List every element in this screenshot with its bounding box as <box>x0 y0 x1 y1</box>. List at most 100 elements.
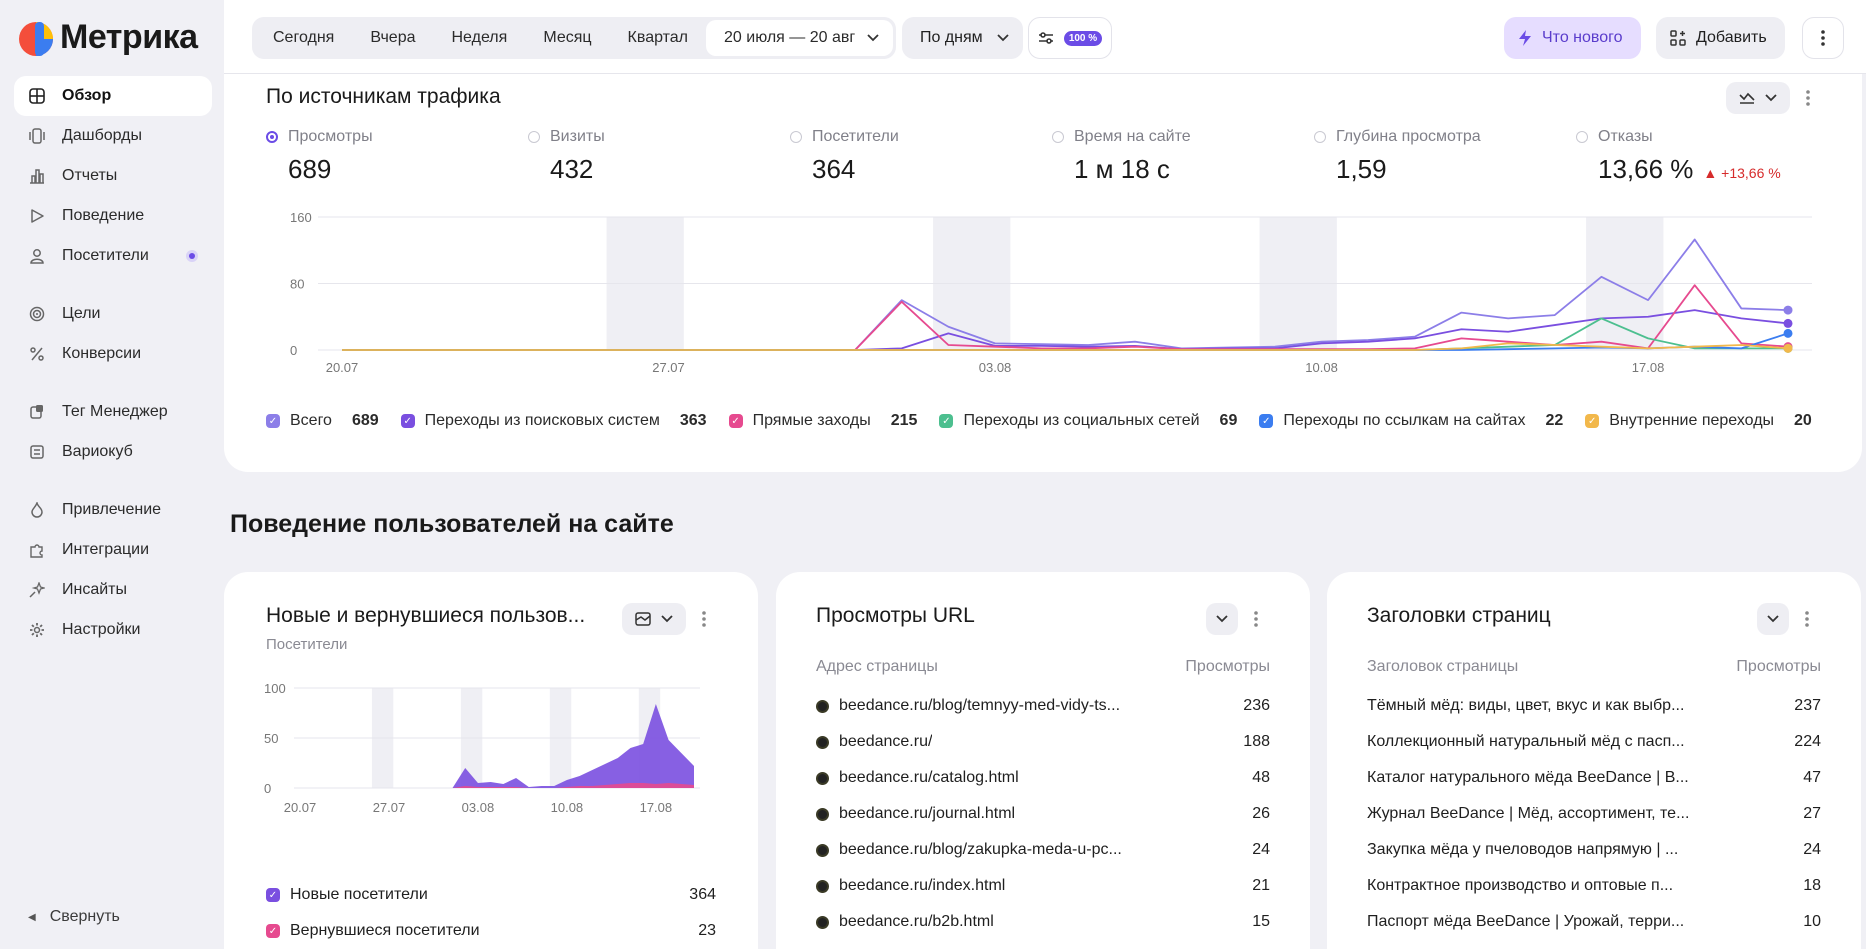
period-quarter[interactable]: Квартал <box>627 29 689 46</box>
y-tick-label: 80 <box>290 277 304 292</box>
table-row[interactable]: Журнал BeeDance | Мёд, ассортимент, те..… <box>1367 796 1821 832</box>
row-label[interactable]: beedance.ru/index.html <box>839 877 1006 894</box>
sidebar-item-label: Обзор <box>62 87 112 104</box>
legend-item-social[interactable]: ✓ Переходы из социальных сетей 69 <box>939 412 1237 430</box>
row-label[interactable]: beedance.ru/ <box>839 733 933 750</box>
checkbox[interactable]: ✓ <box>400 414 415 428</box>
table-row[interactable]: beedance.ru/journal.html 26 <box>816 796 1270 832</box>
row-label[interactable]: Паспорт мёда BeeDance | Урожай, терри... <box>1367 913 1685 930</box>
row-value: 24 <box>1803 841 1821 858</box>
whats-new-button[interactable]: Что нового <box>1504 17 1641 59</box>
sidebar-item-acquisition[interactable]: Привлечение <box>14 490 212 530</box>
row-label[interactable]: beedance.ru/catalog.html <box>839 769 1019 786</box>
table-row[interactable]: Закупка мёда у пчеловодов напрямую | ...… <box>1367 832 1821 868</box>
sidebar-item-reports[interactable]: Отчеты <box>14 156 212 196</box>
row-label[interactable]: beedance.ru/b2b.html <box>839 913 994 930</box>
metric-views[interactable]: Просмотры 689 <box>266 128 528 185</box>
table-row[interactable]: beedance.ru/188 <box>816 724 1270 760</box>
checkbox[interactable]: ✓ <box>939 414 954 428</box>
series-end-point <box>1783 328 1793 338</box>
date-range-picker[interactable]: 20 июля — 20 авг <box>706 20 894 56</box>
table-row[interactable]: Контрактное производство и оптовые п... 1… <box>1367 868 1821 904</box>
sidebar-item-settings[interactable]: Настройки <box>14 610 212 650</box>
add-widget-button[interactable]: Добавить <box>1656 17 1785 59</box>
legend-item-links[interactable]: ✓ Переходы по ссылкам на сайтах 22 <box>1259 412 1563 430</box>
row-label[interactable]: Закупка мёда у пчеловодов напрямую | ... <box>1367 841 1679 858</box>
row-label[interactable]: beedance.ru/blog/zakupka-meda-u-pc... <box>839 841 1122 858</box>
row-label[interactable]: Тёмный мёд: виды, цвет, вкус и как выбр.… <box>1367 697 1685 714</box>
column-header[interactable]: Адрес страницы <box>816 658 938 675</box>
metric-depth[interactable]: Глубина просмотра 1,59 <box>1314 128 1576 185</box>
chart-type-dropdown[interactable] <box>622 603 686 635</box>
card-more-button[interactable] <box>1246 605 1266 633</box>
metric-time-on-site[interactable]: Время на сайте 1 м 18 с <box>1052 128 1314 185</box>
sidebar-item-conversions[interactable]: Конверсии <box>14 334 212 374</box>
period-today[interactable]: Сегодня <box>273 29 335 46</box>
card-more-button[interactable] <box>694 605 714 633</box>
checkbox[interactable]: ✓ <box>266 888 280 902</box>
checkbox[interactable]: ✓ <box>266 924 280 938</box>
row-label[interactable]: Контрактное производство и оптовые п... <box>1367 877 1674 894</box>
metric-bounces[interactable]: Отказы 13,66 % ▲ +13,66 % <box>1576 128 1838 185</box>
table-row[interactable]: Тёмный мёд: виды, цвет, вкус и как выбр.… <box>1367 688 1821 724</box>
radio[interactable] <box>1052 131 1064 143</box>
radio[interactable] <box>528 131 540 143</box>
collapse-sidebar-button[interactable]: ◀ Свернуть <box>28 908 120 926</box>
legend-item-returning[interactable]: ✓ Вернувшиеся посетители 23 <box>266 913 716 949</box>
row-label[interactable]: beedance.ru/blog/temnyy-med-vidy-ts... <box>839 697 1121 714</box>
row-label[interactable]: beedance.ru/journal.html <box>839 805 1016 822</box>
table-row[interactable]: beedance.ru/b2b.html 15 <box>816 904 1270 940</box>
legend-item-search[interactable]: ✓ Переходы из поисковых систем 363 <box>400 412 707 430</box>
legend-item-internal[interactable]: ✓ Внутренние переходы 20 <box>1585 412 1812 430</box>
card-dropdown[interactable] <box>1206 603 1238 635</box>
sidebar-item-visitors[interactable]: Посетители <box>14 236 212 276</box>
table-row[interactable]: beedance.ru/index.html 21 <box>816 868 1270 904</box>
checkbox[interactable]: ✓ <box>1259 414 1274 428</box>
more-menu-button[interactable] <box>1802 17 1844 59</box>
row-label[interactable]: Коллекционный натуральный мёд с пасп... <box>1367 733 1685 750</box>
checkbox[interactable]: ✓ <box>266 414 280 428</box>
metric-visitors[interactable]: Посетители 364 <box>790 128 1052 185</box>
checkbox[interactable]: ✓ <box>728 414 743 428</box>
sidebar-item-insights[interactable]: Инсайты <box>14 570 212 610</box>
table-row[interactable]: Коллекционный натуральный мёд с пасп... 2… <box>1367 724 1821 760</box>
row-label[interactable]: Журнал BeeDance | Мёд, ассортимент, те..… <box>1367 805 1690 822</box>
metric-visits[interactable]: Визиты 432 <box>528 128 790 185</box>
period-yesterday[interactable]: Вчера <box>370 29 416 46</box>
sidebar-item-overview[interactable]: Обзор <box>14 76 212 116</box>
legend-item-total[interactable]: ✓ Всего 689 <box>266 412 379 430</box>
traffic-more-button[interactable] <box>1798 84 1818 112</box>
card-more-button[interactable] <box>1797 605 1817 633</box>
table-row[interactable]: beedance.ru/blog/temnyy-med-vidy-ts... 23… <box>816 688 1270 724</box>
radio[interactable] <box>1314 131 1326 143</box>
detail-dropdown[interactable]: По дням <box>902 17 1023 59</box>
sidebar-item-goals[interactable]: Цели <box>14 294 212 334</box>
column-header[interactable]: Заголовок страницы <box>1367 658 1519 675</box>
row-label[interactable]: Каталог натурального мёда BeeDance | В..… <box>1367 769 1689 786</box>
column-header[interactable]: Просмотры <box>1185 658 1270 675</box>
sampling-filter-button[interactable]: 100 % <box>1028 17 1112 59</box>
table-row[interactable]: Паспорт мёда BeeDance | Урожай, терри...… <box>1367 904 1821 940</box>
checkbox[interactable]: ✓ <box>1585 414 1600 428</box>
radio-selected[interactable] <box>266 131 278 143</box>
table-row[interactable]: beedance.ru/blog/zakupka-meda-u-pc... 24 <box>816 832 1270 868</box>
chart-type-dropdown[interactable] <box>1726 82 1790 114</box>
column-header[interactable]: Просмотры <box>1736 658 1821 675</box>
period-week[interactable]: Неделя <box>451 29 508 46</box>
radio[interactable] <box>1576 131 1588 143</box>
logo[interactable]: Метрика <box>18 18 198 57</box>
table-row[interactable]: Каталог натурального мёда BeeDance | В..… <box>1367 760 1821 796</box>
sidebar-item-dashboards[interactable]: Дашборды <box>14 116 212 156</box>
table-row[interactable]: beedance.ru/catalog.html 48 <box>816 760 1270 796</box>
card-dropdown[interactable] <box>1757 603 1789 635</box>
legend-label: Новые посетители <box>290 886 428 903</box>
sidebar-item-tag-manager[interactable]: Тег Менеджер <box>14 392 212 432</box>
period-month[interactable]: Месяц <box>543 29 592 46</box>
radio[interactable] <box>790 131 802 143</box>
sidebar-item-variocube[interactable]: Вариокуб <box>14 432 212 472</box>
sidebar-item-behavior[interactable]: Поведение <box>14 196 212 236</box>
sidebar-item-label: Отчеты <box>62 167 118 184</box>
sidebar-item-integrations[interactable]: Интеграции <box>14 530 212 570</box>
legend-item-new[interactable]: ✓ Новые посетители 364 <box>266 877 716 913</box>
legend-item-direct[interactable]: ✓ Прямые заходы 215 <box>728 412 917 430</box>
